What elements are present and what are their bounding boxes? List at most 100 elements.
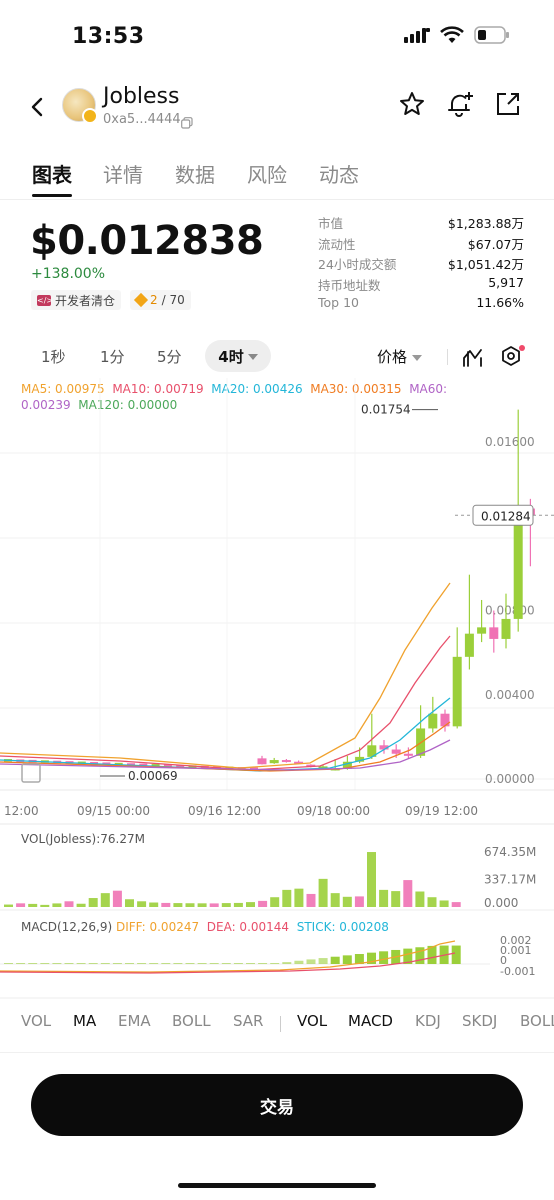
share-icon[interactable] [494, 90, 522, 118]
ind-sub-vol[interactable]: VOL [297, 1012, 328, 1030]
tf-1s[interactable]: 1秒 [41, 348, 66, 366]
ma-line [0, 739, 451, 771]
macd-dea-line [0, 952, 456, 974]
candle-body [127, 763, 135, 766]
back-arrow-icon[interactable] [26, 92, 50, 122]
stat-liquidity: 流动性 $67.07万 [318, 236, 524, 252]
macd-histogram-bar [125, 963, 134, 964]
price-selector[interactable]: 价格 [377, 346, 422, 367]
candle-body [428, 713, 438, 729]
candle-body [294, 761, 304, 764]
stat-holders: 持币地址数 5,917 [318, 274, 524, 293]
volume-bar [233, 902, 243, 907]
candle-body [355, 756, 365, 762]
battery-icon [474, 26, 510, 48]
status-bar: 13:53 [0, 0, 554, 74]
trade-button[interactable]: 交易 [31, 1074, 523, 1136]
candle-body [225, 766, 234, 770]
ma60-label: MA60: [409, 382, 448, 396]
macd-histogram-bar [76, 963, 86, 964]
volume-bar [330, 893, 340, 907]
candle-body [318, 766, 328, 769]
macd-histogram-bar [4, 963, 13, 964]
ma-line [0, 582, 451, 769]
macd-histogram-bar [270, 963, 280, 964]
price-tick-label: 0.00800 [485, 604, 535, 618]
volume-tick-label: 337.17M [484, 873, 536, 887]
candle-body [452, 656, 462, 727]
volume-bar [258, 900, 268, 907]
macd-histogram-bar [173, 963, 183, 964]
ind-sub-boll[interactable]: BOLL [520, 1012, 554, 1030]
ind-sub-skdj[interactable]: SKDJ [462, 1012, 498, 1030]
macd-tick-label: 0.001 [500, 944, 532, 957]
ind-ema[interactable]: EMA [118, 1012, 151, 1030]
macd-histogram-bar [137, 963, 147, 964]
tab-activity[interactable]: 动态 [319, 163, 359, 187]
macd-histogram-bar [149, 963, 159, 964]
candle-body [342, 761, 352, 769]
candle-body [163, 764, 172, 768]
volume-bar [40, 904, 50, 907]
volume-bar [306, 893, 316, 907]
macd-dea: DEA: 0.00144 [206, 920, 290, 934]
current-price: $0.012838 [30, 218, 264, 264]
risk-total: / 70 [161, 293, 185, 307]
tab-data[interactable]: 数据 [175, 163, 215, 187]
tf-5m[interactable]: 5分 [157, 348, 182, 366]
macd-histogram-bar [185, 963, 195, 964]
candle-body [489, 627, 499, 639]
candle-body [139, 763, 148, 767]
stat-market-cap: 市值 $1,283.88万 [318, 216, 524, 231]
macd-histogram-bar [403, 948, 413, 964]
token-address: 0xa5...4444 [103, 112, 181, 127]
indicator-chart-icon[interactable] [462, 346, 484, 372]
price-chart[interactable]: 0.01600 0.00800 0.00400 0.00000 0.01754 0.000… [0, 367, 554, 1012]
volume-bar [112, 890, 122, 907]
macd-histogram-bar [354, 954, 364, 964]
volume-tick-label: 674.35M [484, 845, 536, 859]
candlestick-chart-svg[interactable]: 0.01600 0.00800 0.00400 0.00000 0.01754 0.000… [0, 367, 554, 1008]
volume-tick-label: 0.000 [484, 896, 518, 910]
macd-histogram-bar [28, 963, 38, 964]
candle-body [176, 764, 185, 768]
add-alert-bell-icon[interactable] [446, 90, 474, 118]
ind-sar[interactable]: SAR [233, 1012, 264, 1030]
volume-bar [427, 897, 437, 907]
tab-details[interactable]: 详情 [103, 163, 143, 187]
macd-histogram-bar [306, 959, 316, 964]
ind-sub-macd[interactable]: MACD [348, 1012, 393, 1030]
tf-1m[interactable]: 1分 [100, 348, 125, 366]
indicator-bar: VOL MA EMA BOLL SAR VOL MACD KDJ SKDJ BO… [0, 1008, 554, 1036]
tab-risk[interactable]: 风险 [247, 163, 287, 187]
copy-icon[interactable] [181, 114, 193, 129]
price-change: +138.00% [31, 266, 106, 282]
ind-sub-kdj[interactable]: KDJ [415, 1012, 441, 1030]
volume-bar [318, 878, 328, 907]
candle-body [151, 764, 160, 767]
volume-bar [403, 880, 413, 907]
ind-boll[interactable]: BOLL [172, 1012, 211, 1030]
x-tick-label: 09/15 00:00 [77, 804, 150, 818]
dev-cleared-badge[interactable]: </> 开发者清仓 [31, 290, 122, 310]
chart-settings-icon[interactable] [500, 345, 526, 375]
ma-line [0, 697, 451, 772]
detail-tabs: 图表 详情 数据 风险 动态 [0, 154, 554, 200]
token-name: Jobless [103, 84, 180, 109]
status-time: 13:53 [72, 24, 145, 49]
ind-vol[interactable]: VOL [21, 1012, 52, 1030]
macd-histogram-bar [246, 963, 255, 964]
tab-chart[interactable]: 图表 [32, 163, 72, 187]
token-header: Jobless 0xa5...4444 [0, 76, 554, 136]
fullscreen-icon [21, 763, 41, 783]
macd-histogram-bar [100, 963, 110, 964]
risk-badge[interactable]: 2 / 70 [130, 290, 191, 310]
tf-4h-dropdown[interactable]: 4时 [205, 340, 271, 372]
price-tick-label: 0.00000 [485, 772, 535, 786]
star-icon[interactable] [398, 90, 426, 118]
x-tick-label: 09/16 12:00 [188, 804, 261, 818]
macd-histogram-bar [221, 963, 231, 964]
ind-ma[interactable]: MA [73, 1012, 97, 1030]
volume-bar [270, 897, 280, 907]
macd-histogram-bar [161, 963, 171, 964]
